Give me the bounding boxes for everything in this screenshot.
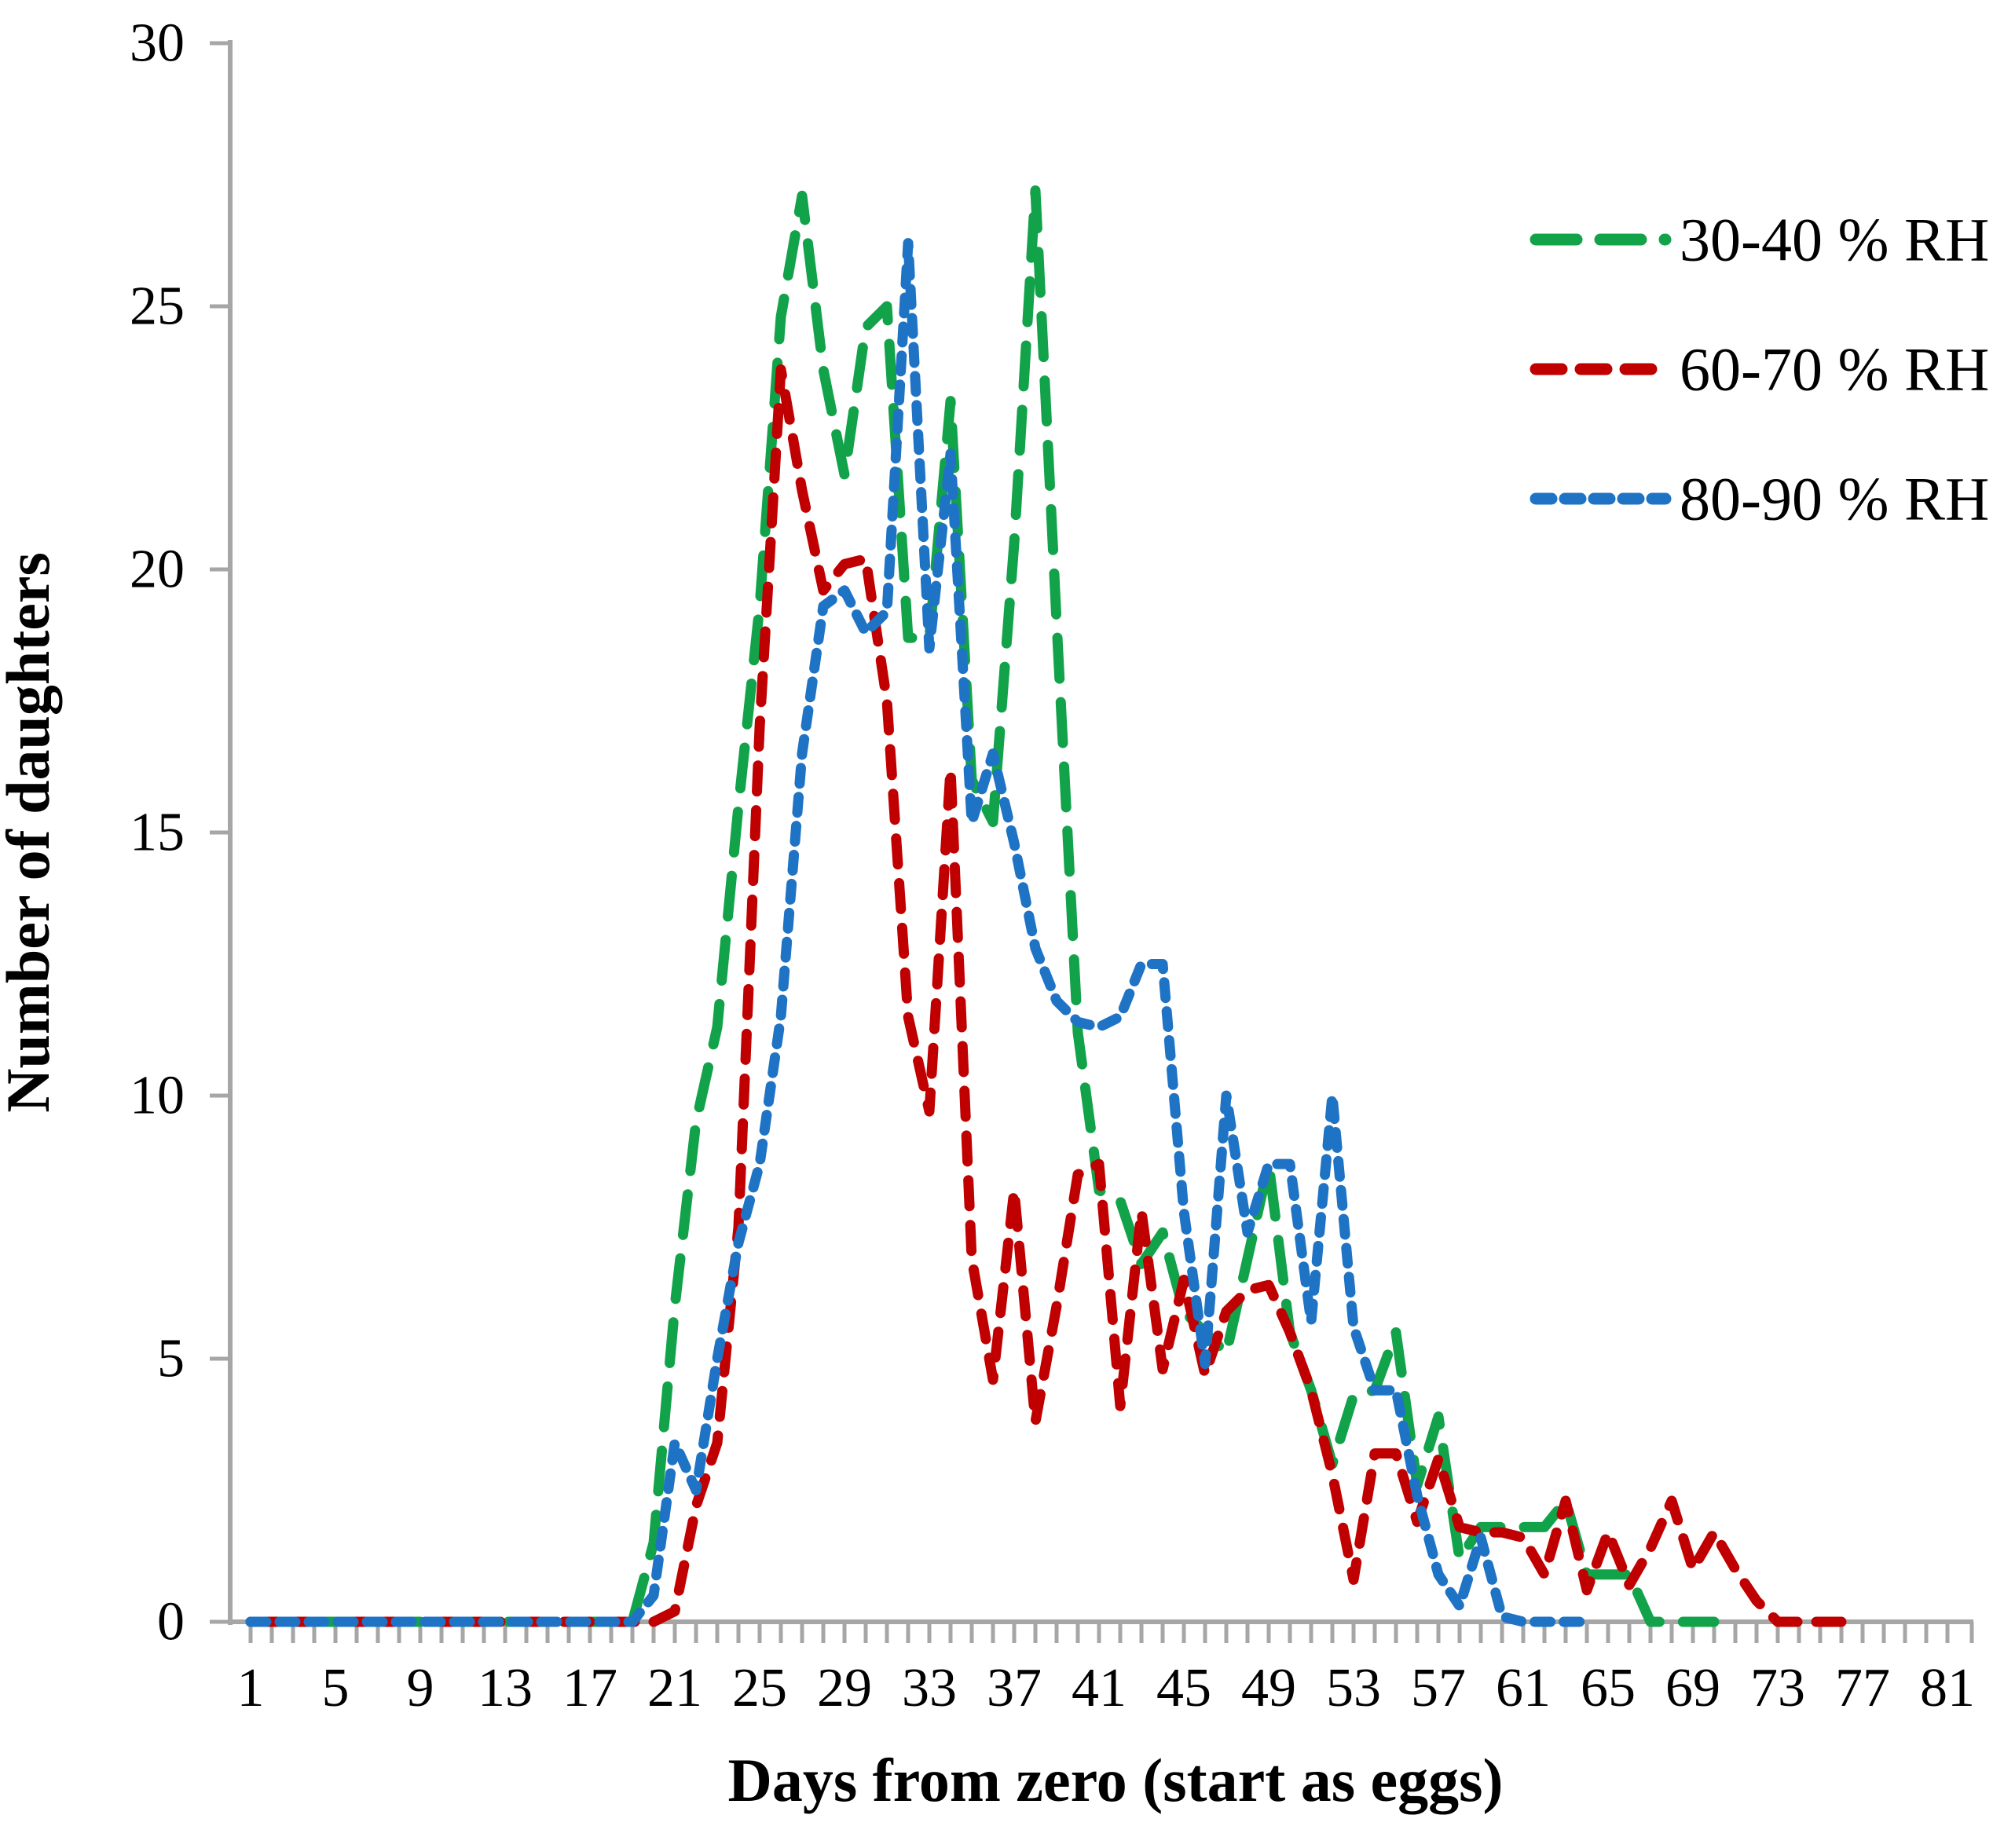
x-tick-label: 57 bbox=[1411, 1658, 1466, 1718]
series-line-2 bbox=[245, 364, 1847, 1627]
y-tick-label: 0 bbox=[157, 1592, 185, 1652]
y-tick-label: 5 bbox=[157, 1329, 185, 1389]
x-tick-label: 29 bbox=[817, 1658, 872, 1718]
x-tick-label: 81 bbox=[1920, 1658, 1975, 1718]
x-tick-label: 9 bbox=[407, 1658, 434, 1718]
x-tick-label: 41 bbox=[1072, 1658, 1127, 1718]
x-tick-label: 61 bbox=[1496, 1658, 1551, 1718]
x-tick-label: 49 bbox=[1241, 1658, 1296, 1718]
x-tick-label: 1 bbox=[237, 1658, 265, 1718]
x-tick-label: 53 bbox=[1326, 1658, 1381, 1718]
y-tick-label: 25 bbox=[130, 276, 185, 337]
x-tick-label: 45 bbox=[1156, 1658, 1211, 1718]
legend-item: 60-70 % RH bbox=[1530, 335, 1989, 404]
y-tick-label: 20 bbox=[130, 540, 185, 600]
y-tick-label: 30 bbox=[130, 13, 185, 74]
series-line-3 bbox=[245, 238, 1592, 1627]
x-tick-label: 73 bbox=[1750, 1658, 1805, 1718]
x-tick-label: 25 bbox=[732, 1658, 787, 1718]
legend-item: 80-90 % RH bbox=[1530, 465, 1989, 533]
x-tick-label: 33 bbox=[902, 1658, 957, 1718]
x-tick-label: 17 bbox=[562, 1658, 617, 1718]
x-tick-label: 5 bbox=[322, 1658, 350, 1718]
y-axis-title: Number of daughters bbox=[0, 552, 62, 1113]
legend-item: 30-40 % RH bbox=[1530, 206, 1989, 274]
x-axis-title: Days from zero (start as eggs) bbox=[728, 1746, 1504, 1814]
x-tick-label: 69 bbox=[1665, 1658, 1720, 1718]
y-tick-label: 15 bbox=[130, 803, 185, 863]
series-lines bbox=[245, 185, 1847, 1627]
legend-label-2: 60-70 % RH bbox=[1680, 335, 1989, 404]
legend-label-3: 80-90 % RH bbox=[1680, 465, 1989, 533]
x-tick-label: 13 bbox=[478, 1658, 533, 1718]
x-tick-label: 37 bbox=[987, 1658, 1042, 1718]
x-tick-label: 21 bbox=[647, 1658, 702, 1718]
legend: 30-40 % RH 60-70 % RH 80-90 % RH bbox=[1530, 206, 1989, 533]
x-tick-label: 77 bbox=[1835, 1658, 1890, 1718]
y-tick-label: 10 bbox=[130, 1066, 185, 1126]
legend-label-1: 30-40 % RH bbox=[1680, 206, 1989, 274]
x-tick-label: 65 bbox=[1581, 1658, 1636, 1718]
series-line-1 bbox=[245, 185, 1720, 1627]
